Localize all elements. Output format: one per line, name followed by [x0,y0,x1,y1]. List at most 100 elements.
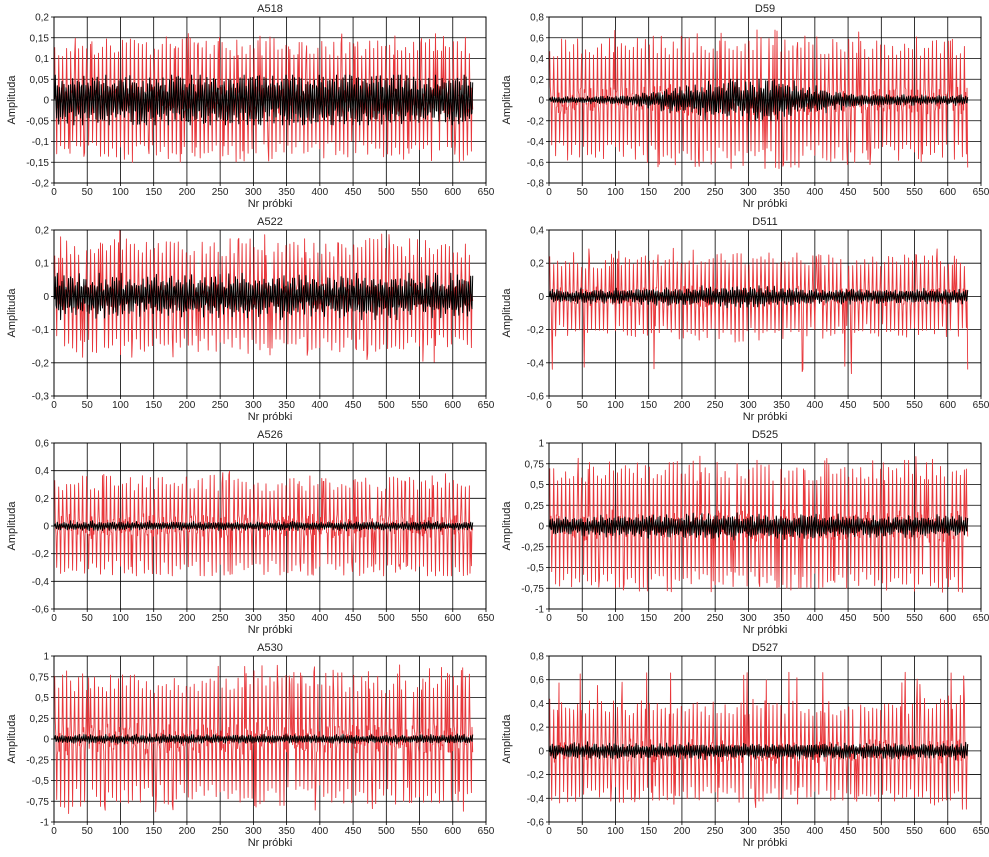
x-tick-label: 250 [707,826,724,837]
filtered-signal-line [54,733,474,745]
chart-panel-a530: A530 0 50 100 150 200 250 300 350 400 450 500 550 600… [0,639,495,852]
chart-title: A522 [257,216,283,228]
y-tick-label: -0,15 [26,158,49,169]
y-tick-label: 0,15 [30,33,50,44]
x-tick-label: 300 [740,613,757,624]
y-tick-label: 0 [538,522,544,533]
plot-frame [548,16,982,184]
x-tick-label: 150 [145,187,162,198]
x-tick-label: 100 [112,826,129,837]
x-tick-label: 50 [577,826,589,837]
y-tick-label: 0,5 [530,480,544,491]
x-tick-label: 150 [640,826,657,837]
x-tick-label: 0 [51,400,57,411]
x-tick-label: 400 [807,187,824,198]
x-tick-label: 450 [345,400,362,411]
y-tick-label: -1 [535,605,544,616]
y-tick-label: -0,2 [32,549,50,560]
y-axis-label: Amplituda [501,501,513,551]
x-tick-label: 650 [478,187,494,198]
x-tick-label: 100 [112,400,129,411]
y-tick-label: 0 [43,96,49,107]
chart-panel-d527: D527 0 50 100 150 200 250 300 350 400 450 500 550 600… [495,639,989,852]
x-tick-label: 350 [278,187,295,198]
chart-title: A518 [257,3,283,15]
x-tick-label: 100 [607,400,624,411]
x-tick-label: 200 [179,826,196,837]
y-tick-label: -0,2 [32,179,50,190]
x-tick-label: 600 [444,187,461,198]
x-tick-label: 200 [179,613,196,624]
x-axis-label: Nr próbki [743,624,788,636]
y-tick-label: 0 [43,292,49,303]
y-axis-label: Amplituda [6,75,18,125]
x-tick-label: 0 [51,613,57,624]
x-tick-label: 450 [840,613,857,624]
y-tick-label: 0,2 [35,226,49,237]
y-tick-label: 0 [538,746,544,757]
chart-svg: D511 0 50 100 150 200 250 300 350 400 450 500 550 600… [501,216,989,423]
x-tick-label: 450 [840,187,857,198]
x-tick-label: 400 [312,400,329,411]
raw-signal-line [549,671,969,810]
chart-panel-a526: A526 0 50 100 150 200 250 300 350 400 450 500 550 600… [0,426,495,639]
filtered-signal-line [549,285,969,309]
x-tick-label: 450 [840,826,857,837]
raw-signal-line [549,29,969,169]
x-tick-label: 250 [212,400,229,411]
x-tick-label: 200 [674,400,691,411]
x-tick-label: 200 [179,187,196,198]
x-tick-label: 450 [345,613,362,624]
y-tick-label: -0,4 [527,794,545,805]
y-axis-label: Amplituda [501,75,513,125]
x-tick-label: 400 [312,613,329,624]
x-tick-label: 500 [873,400,890,411]
x-tick-label: 500 [378,187,395,198]
y-tick-label: -0,2 [32,358,50,369]
x-tick-label: 600 [939,400,956,411]
y-tick-label: -0,2 [527,770,545,781]
x-tick-label: 500 [873,826,890,837]
x-tick-label: 500 [378,613,395,624]
x-tick-label: 300 [245,613,262,624]
x-axis-label: Nr próbki [743,837,788,849]
x-tick-label: 0 [546,826,552,837]
x-tick-label: 50 [82,400,94,411]
y-tick-label: -0,1 [32,325,50,336]
chart-svg: A522 0 50 100 150 200 250 300 350 400 450 500 550 600… [6,216,495,423]
x-tick-label: 650 [973,400,989,411]
x-tick-label: 550 [906,400,923,411]
x-tick-label: 550 [411,613,428,624]
x-tick-label: 650 [478,613,494,624]
y-tick-label: 1 [538,439,544,450]
chart-panel-d525: D525 0 50 100 150 200 250 300 350 400 450 500 550 600… [495,426,989,639]
y-tick-label: 0,8 [530,13,544,24]
x-tick-label: 650 [973,613,989,624]
x-tick-label: 0 [546,187,552,198]
y-tick-label: 0,2 [35,494,49,505]
x-tick-label: 600 [444,613,461,624]
y-tick-label: 0,2 [530,259,544,270]
plot-frame [53,229,487,397]
x-tick-label: 300 [740,187,757,198]
chart-svg: A518 0 50 100 150 200 250 300 350 400 450 500 550 600… [6,3,495,210]
x-tick-label: 50 [82,613,94,624]
x-tick-label: 550 [906,613,923,624]
y-tick-label: 0,25 [30,714,50,725]
x-tick-label: 200 [179,400,196,411]
x-tick-label: 100 [607,826,624,837]
plot-frame [548,229,982,397]
y-tick-label: 0 [538,96,544,107]
x-tick-label: 250 [707,613,724,624]
y-tick-label: -0,1 [32,137,50,148]
y-tick-label: 0,2 [530,75,544,86]
x-tick-label: 100 [607,613,624,624]
x-tick-label: 450 [840,400,857,411]
chart-panel-d511: D511 0 50 100 150 200 250 300 350 400 450 500 550 600… [495,213,989,426]
y-axis-label: Amplituda [6,501,18,551]
x-tick-label: 350 [773,826,790,837]
x-tick-label: 250 [212,187,229,198]
x-tick-label: 250 [212,826,229,837]
y-tick-label: 0,4 [530,226,544,237]
y-tick-label: -0,75 [521,584,544,595]
